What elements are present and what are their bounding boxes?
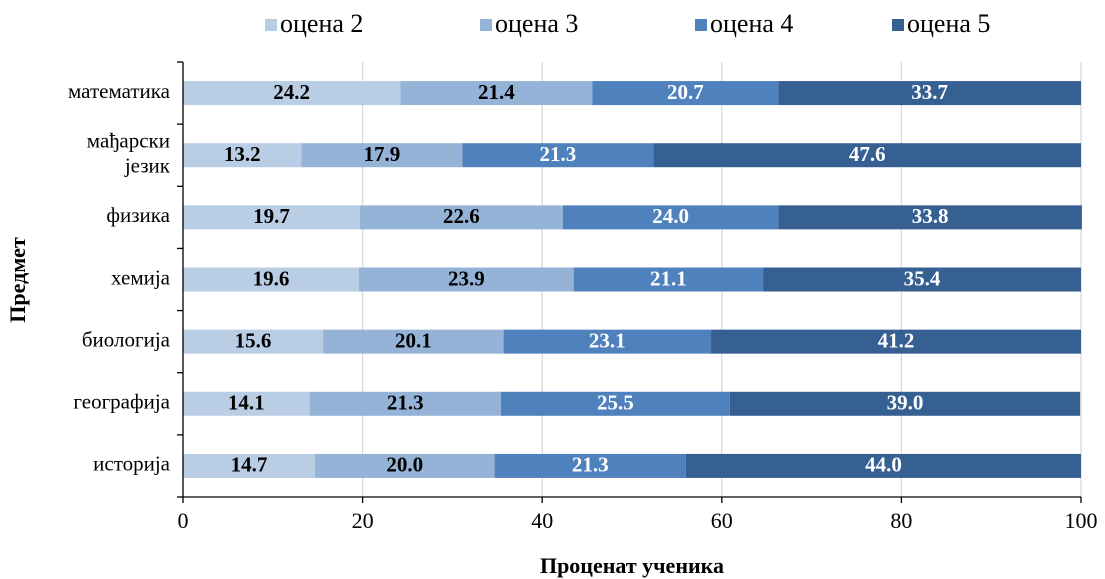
- data-label: 44.0: [865, 453, 902, 477]
- bar-segment: [503, 329, 712, 354]
- y-axis-title: Предмет: [5, 237, 30, 323]
- legend-swatch: [892, 19, 904, 31]
- bar-segment: [729, 391, 1081, 416]
- data-label: 22.6: [443, 204, 480, 228]
- bar-segment: [315, 453, 495, 478]
- x-tick-label: 100: [1065, 508, 1098, 533]
- y-tick-label: историја: [93, 452, 171, 476]
- bar-segment: [183, 453, 316, 478]
- bar-segment: [359, 205, 563, 230]
- bar-segment: [183, 329, 324, 354]
- bar-segment: [763, 267, 1081, 292]
- data-label: 21.3: [540, 142, 577, 166]
- data-label: 21.4: [478, 80, 515, 104]
- bar-segment: [183, 81, 401, 106]
- data-label: 20.1: [395, 328, 432, 352]
- legend-label: оцена 2: [280, 9, 363, 38]
- y-tick-label-line: језик: [124, 154, 171, 178]
- bar-segment: [500, 391, 730, 416]
- data-label: 19.7: [253, 204, 290, 228]
- y-tick-label: географија: [73, 390, 170, 414]
- data-label: 15.6: [235, 328, 272, 352]
- bar-segment: [183, 143, 302, 168]
- bar-segment: [400, 81, 593, 106]
- bar-segment: [653, 143, 1081, 168]
- y-tick-label: биологија: [82, 327, 171, 351]
- x-tick-label: 80: [890, 508, 912, 533]
- legend-swatch: [695, 19, 707, 31]
- x-tick-label: 60: [711, 508, 733, 533]
- legend-label: оцена 4: [710, 9, 793, 38]
- bar-segment: [183, 391, 310, 416]
- x-tick-label: 40: [531, 508, 553, 533]
- x-tick-label: 20: [352, 508, 374, 533]
- bar-segment: [711, 329, 1081, 354]
- data-label: 39.0: [887, 391, 924, 415]
- data-label: 25.5: [597, 391, 634, 415]
- bar-segment: [323, 329, 504, 354]
- data-label: 33.8: [912, 204, 949, 228]
- y-tick-label: математика: [68, 79, 171, 103]
- data-label: 24.0: [652, 204, 689, 228]
- legend-swatch: [265, 19, 277, 31]
- data-label: 33.7: [911, 80, 948, 104]
- bar-segment: [592, 81, 779, 106]
- data-label: 19.6: [253, 266, 290, 290]
- legend-label: оцена 5: [907, 9, 990, 38]
- data-label: 14.1: [228, 391, 265, 415]
- bar-segment: [309, 391, 501, 416]
- y-tick-label-line: мађарски: [87, 129, 170, 153]
- data-label: 20.0: [386, 453, 423, 477]
- bar-segment: [685, 453, 1081, 478]
- bar-segment: [183, 205, 360, 230]
- x-axis-title: Проценат ученика: [540, 553, 724, 578]
- y-tick-label: хемија: [111, 265, 171, 289]
- data-label: 24.2: [273, 80, 310, 104]
- data-label: 41.2: [878, 328, 915, 352]
- bar-segment: [778, 205, 1082, 230]
- data-label: 21.1: [650, 266, 687, 290]
- bar-segment: [494, 453, 686, 478]
- data-label: 23.9: [448, 266, 485, 290]
- bar-segment: [183, 267, 360, 292]
- legend-label: оцена 3: [495, 9, 578, 38]
- x-tick-label: 0: [178, 508, 189, 533]
- legend-swatch: [480, 19, 492, 31]
- bar-segment: [573, 267, 764, 292]
- bar-segment: [562, 205, 779, 230]
- data-label: 21.3: [387, 391, 424, 415]
- bar-segment: [778, 81, 1081, 106]
- data-label: 13.2: [224, 142, 261, 166]
- y-tick-label: физика: [106, 203, 170, 227]
- data-label: 47.6: [849, 142, 886, 166]
- data-label: 17.9: [364, 142, 401, 166]
- y-tick-label: мађарски језик: [87, 129, 171, 178]
- bar-segment: [462, 143, 654, 168]
- data-label: 23.1: [589, 328, 626, 352]
- data-label: 35.4: [904, 266, 941, 290]
- bar-segment: [359, 267, 574, 292]
- bar-segment: [301, 143, 463, 168]
- data-label: 14.7: [231, 453, 268, 477]
- data-label: 20.7: [667, 80, 704, 104]
- data-label: 21.3: [572, 453, 609, 477]
